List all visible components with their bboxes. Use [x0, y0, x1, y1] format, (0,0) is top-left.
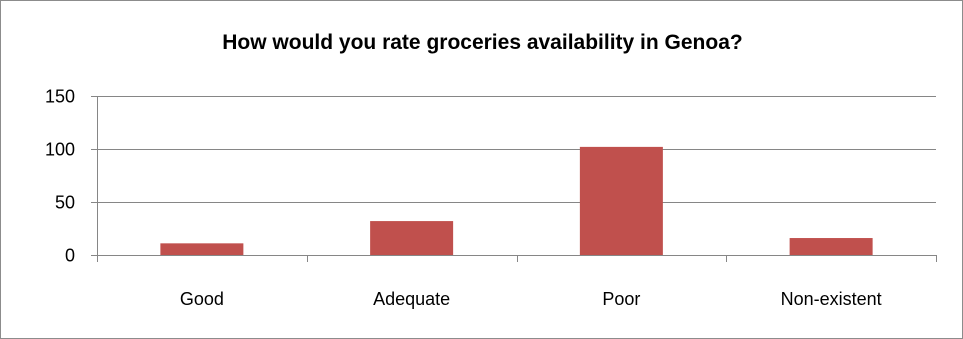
x-category-label: Good — [180, 289, 224, 309]
x-category-label: Poor — [602, 289, 640, 309]
bar-poor — [579, 146, 663, 255]
bar-non-existent — [789, 238, 873, 255]
y-tick-label: 150 — [45, 87, 75, 107]
x-category-label: Adequate — [373, 289, 450, 309]
bar-adequate — [370, 221, 454, 255]
chart-title: How would you rate groceries availabilit… — [222, 31, 743, 54]
y-tick-label: 50 — [55, 193, 75, 213]
y-tick-label: 0 — [65, 246, 75, 266]
x-category-label: Non-existent — [781, 289, 882, 309]
y-tick-label: 100 — [45, 140, 75, 160]
bar-good — [160, 243, 244, 255]
